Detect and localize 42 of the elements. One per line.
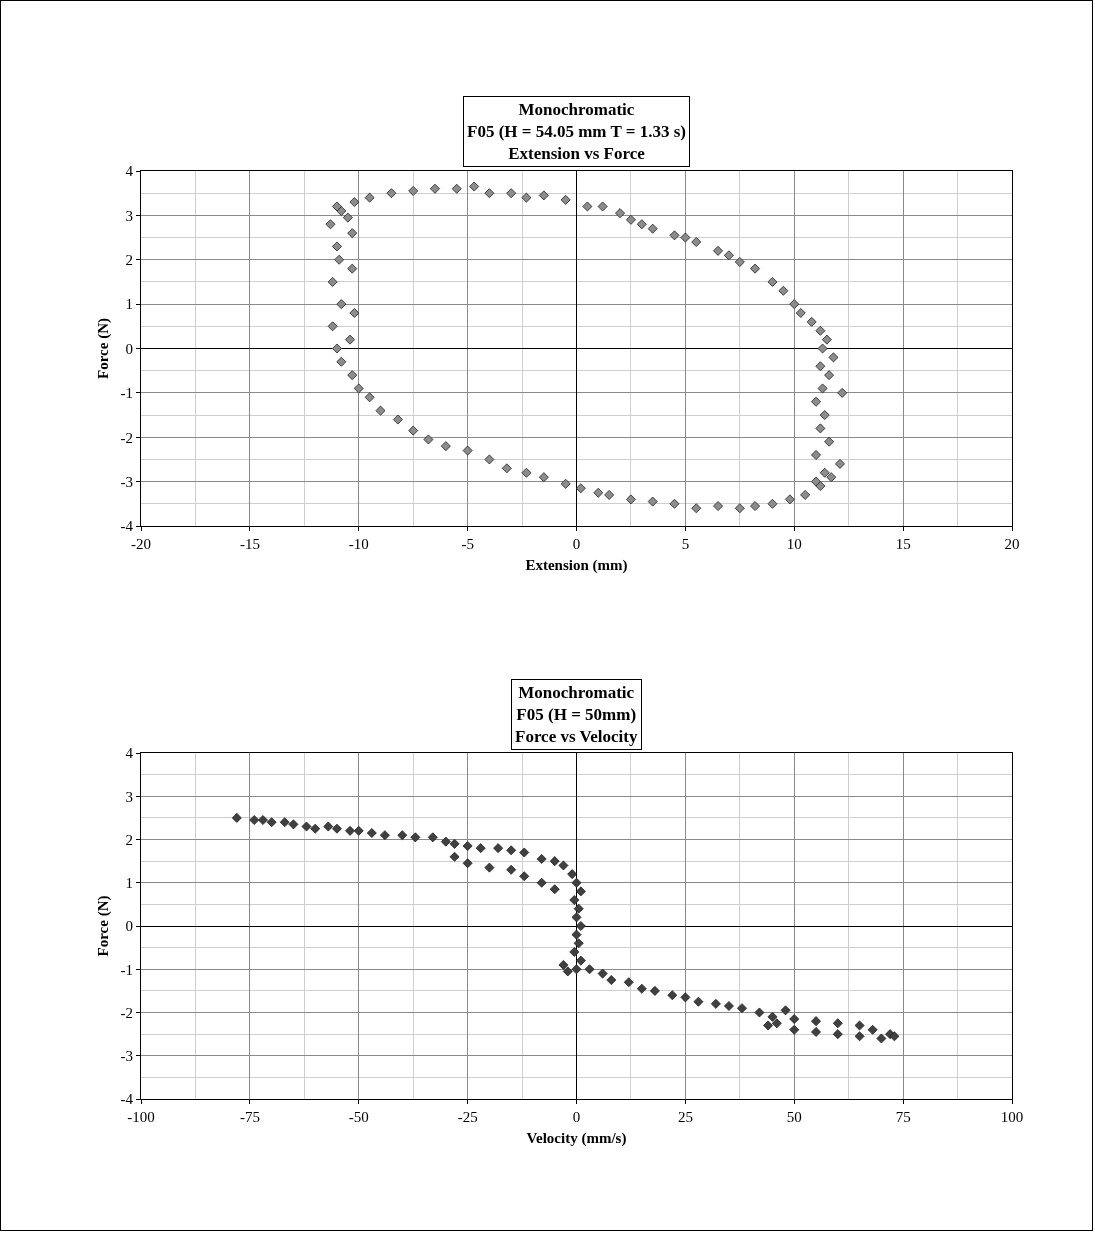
y-tick-label: -3 <box>120 1048 133 1064</box>
y-tick-label: -1 <box>120 961 133 978</box>
y-tick-label: 0 <box>125 918 133 935</box>
x-tick-label: 10 <box>786 536 802 552</box>
y-tick-label: -3 <box>120 473 133 490</box>
x-tick-label: 0 <box>572 1109 581 1125</box>
x-tick-label: 20 <box>1004 536 1020 552</box>
y-tick-label: 2 <box>125 831 133 848</box>
x-tick-label: 25 <box>677 1109 693 1125</box>
y-tick-label: 4 <box>125 163 134 180</box>
x-tick-label: -15 <box>239 536 260 552</box>
y-tick-label: -2 <box>120 1004 133 1021</box>
y-tick-label: 0 <box>125 340 133 357</box>
x-tick-label: 100 <box>1000 1109 1024 1125</box>
y-tick-label: 3 <box>125 207 133 224</box>
y-tick-label: -1 <box>120 385 133 402</box>
x-tick-label: -20 <box>131 536 151 552</box>
x-tick-label: 75 <box>895 1109 911 1125</box>
x-tick-label: -10 <box>348 536 369 552</box>
x-tick-label: 0 <box>572 536 581 552</box>
x-tick-label: 15 <box>895 536 911 552</box>
chart-title: Monochromatic F05 (H = 54.05 mm T = 1.33 s) Extension vs Force <box>467 100 686 164</box>
x-tick-label: -75 <box>239 1109 260 1125</box>
y-tick-label: 3 <box>125 788 133 805</box>
y-axis-title: Force (N) <box>94 318 112 379</box>
y-tick-label: -4 <box>120 518 134 535</box>
x-tick-label: 5 <box>681 536 690 552</box>
y-tick-label: 1 <box>125 296 133 313</box>
x-axis-title: Extension (mm) <box>525 557 628 574</box>
x-tick-label: 50 <box>786 1109 802 1125</box>
x-tick-label: -100 <box>127 1109 155 1125</box>
y-axis-title: Force (N) <box>94 895 112 957</box>
y-tick-label: 4 <box>125 745 134 762</box>
x-axis-title: Velocity (mm/s) <box>526 1130 627 1147</box>
y-tick-label: 2 <box>125 252 133 268</box>
x-tick-label: -25 <box>457 1109 478 1125</box>
y-tick-label: 1 <box>125 875 133 891</box>
chart-title: Monochromatic F05 (H = 50mm) Force vs Velocity <box>515 683 638 747</box>
x-tick-label: -5 <box>461 536 474 552</box>
y-tick-label: -4 <box>120 1091 134 1108</box>
y-tick-label: -2 <box>120 429 133 446</box>
x-tick-label: -50 <box>348 1109 369 1125</box>
